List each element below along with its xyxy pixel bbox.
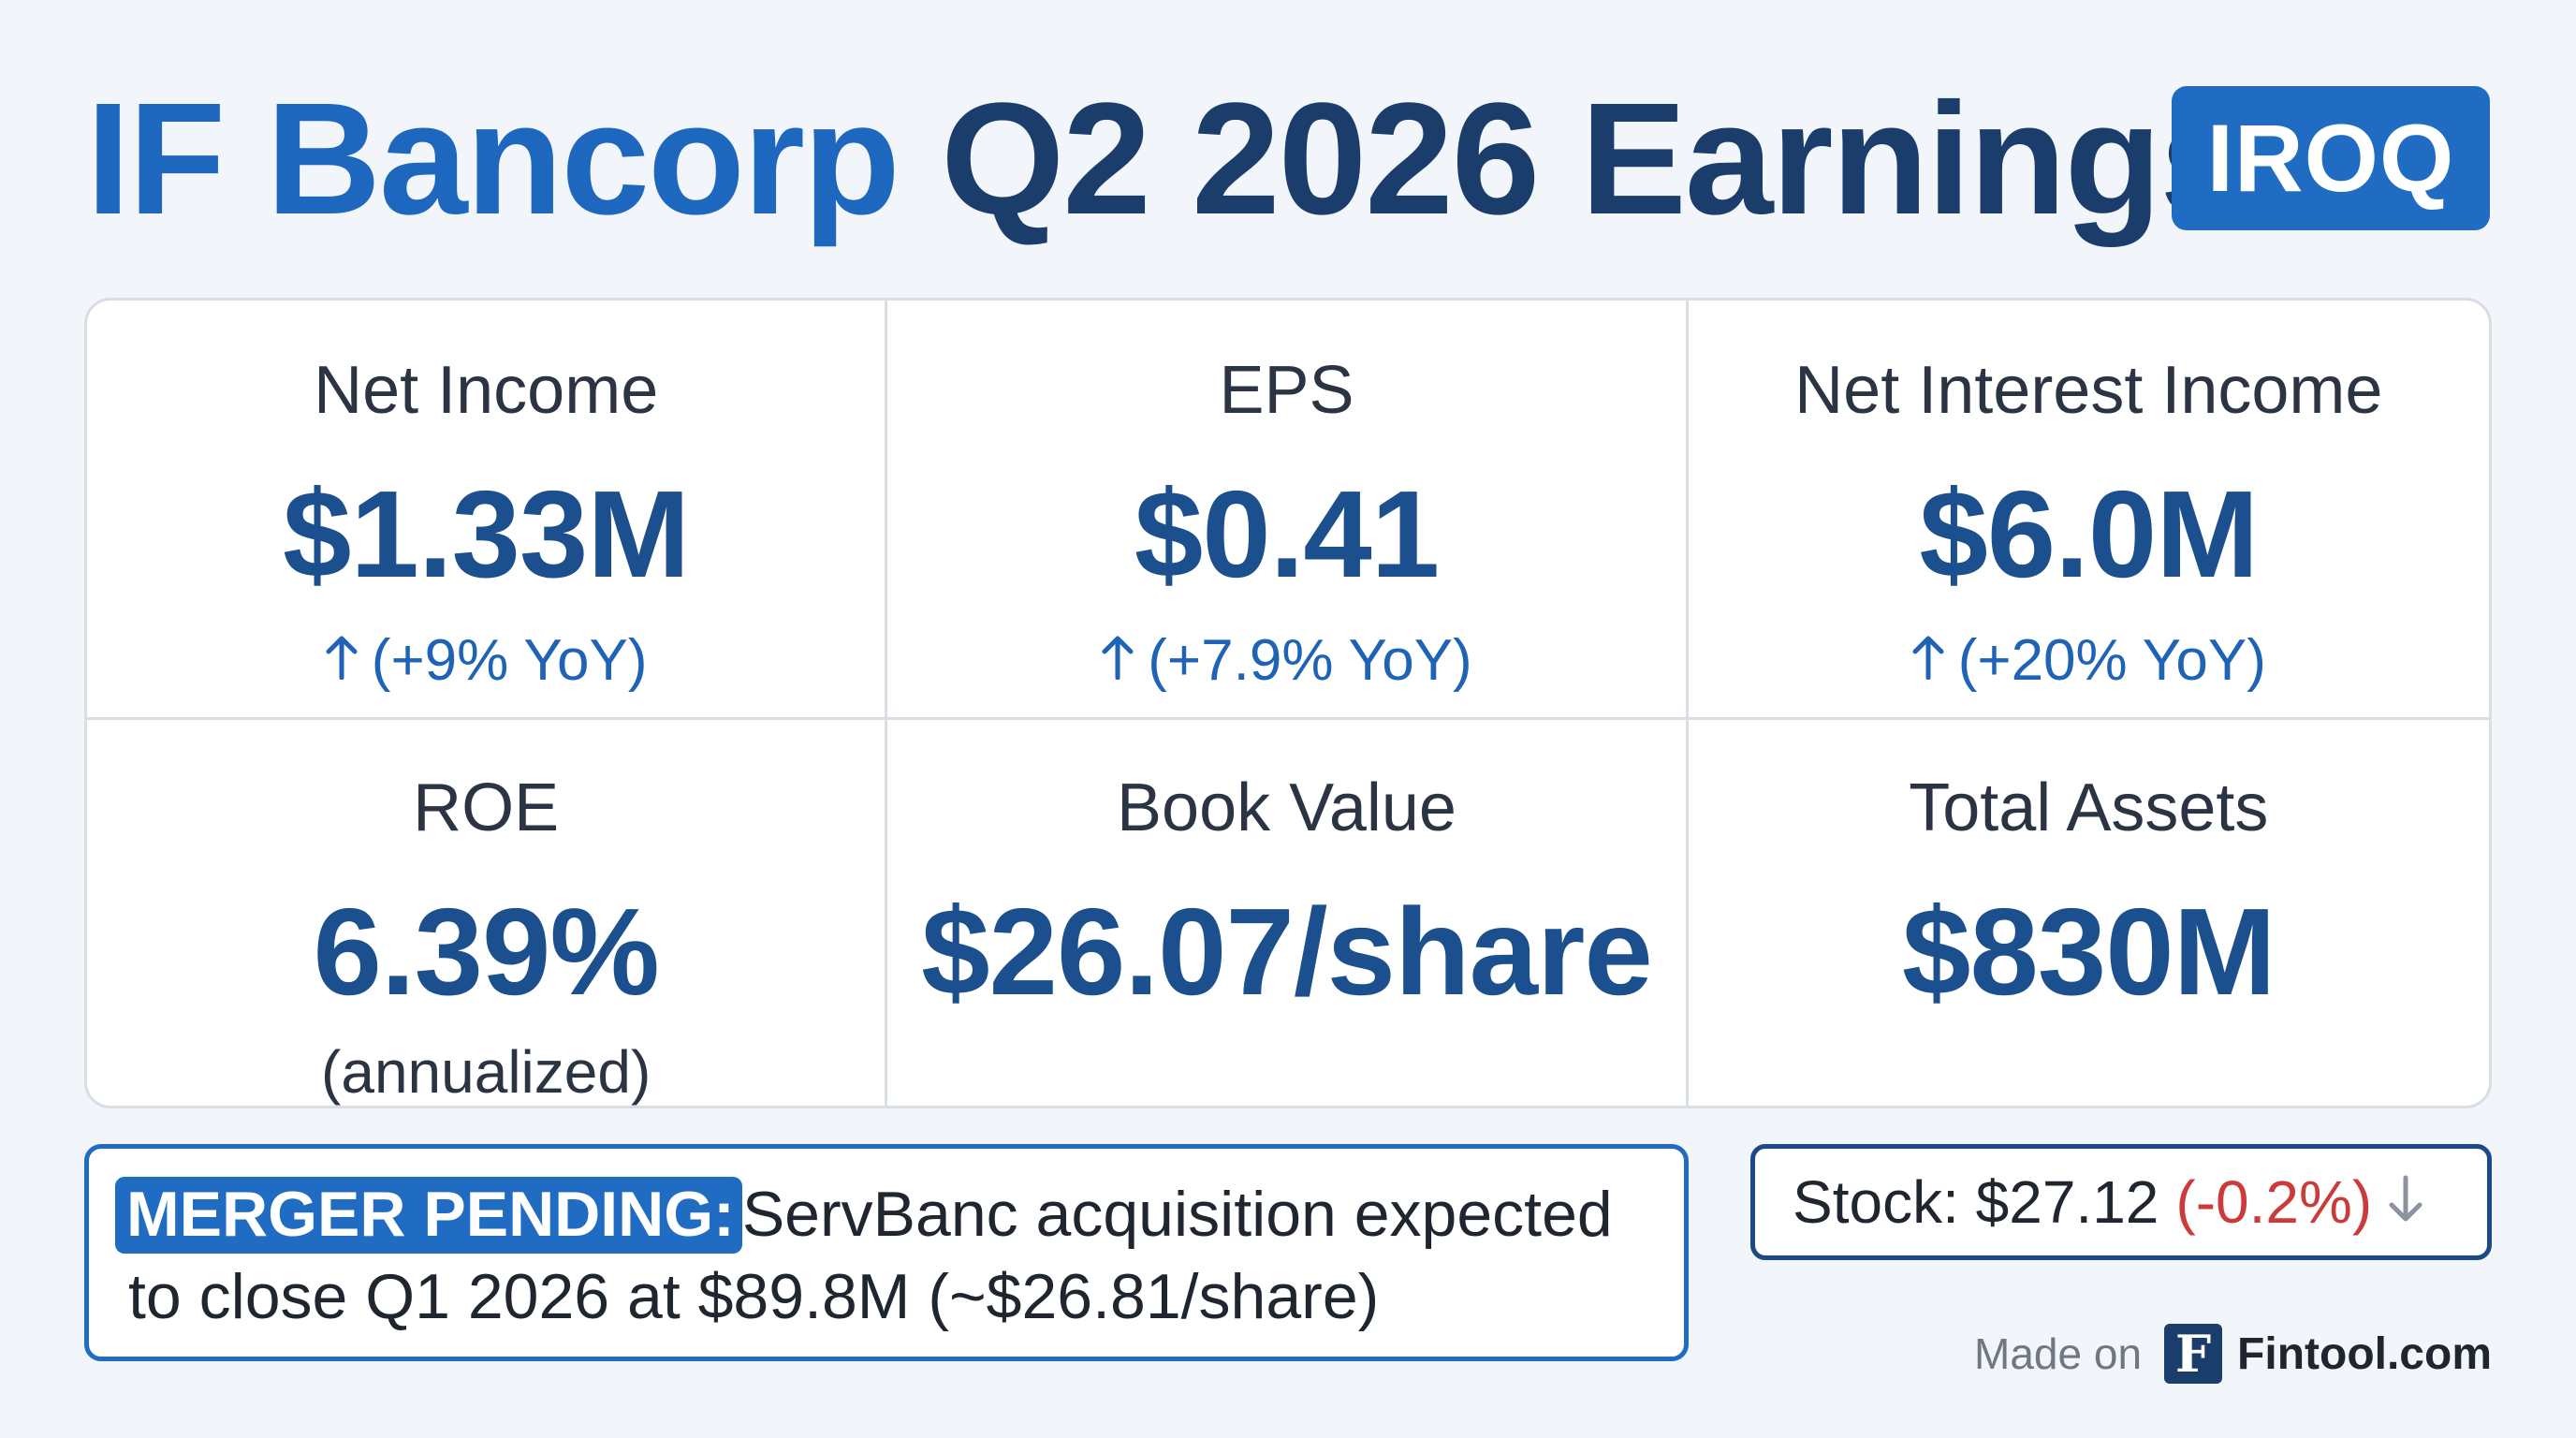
metric-label: Net Interest Income: [1794, 353, 2383, 428]
ticker-badge: IROQ: [2172, 86, 2490, 230]
arrow-up-icon: [325, 632, 359, 690]
metric-label: EPS: [1219, 353, 1354, 428]
footer-attribution: Made on F Fintool.com: [1974, 1320, 2492, 1387]
stock-price: Stock: $27.12: [1793, 1168, 2159, 1236]
fintool-logo-icon: F: [2164, 1324, 2223, 1384]
arrow-up-icon: [1911, 632, 1945, 690]
arrow-up-icon: [1101, 632, 1134, 690]
metric-value: $6.0M: [1919, 465, 2259, 603]
title-row: IF Bancorp Q2 2026 Earnings: [86, 75, 2248, 243]
metric-note: (annualized): [321, 1038, 651, 1106]
stock-price-box: Stock: $27.12 (-0.2%): [1750, 1144, 2492, 1260]
metric-label: ROE: [413, 770, 560, 845]
metric-eps: EPS $0.41 (+7.9% YoY): [887, 301, 1689, 720]
metric-value: $0.41: [1134, 465, 1440, 603]
metric-label: Total Assets: [1909, 770, 2269, 845]
metric-value: $830M: [1902, 883, 2276, 1020]
metric-value: 6.39%: [313, 883, 660, 1020]
merger-pending-tag: MERGER PENDING:: [115, 1177, 742, 1254]
metric-change: (+20% YoY): [1911, 632, 2266, 690]
metric-change: (+7.9% YoY): [1101, 628, 1472, 693]
metric-roe: ROE 6.39% (annualized): [87, 720, 888, 1106]
merger-text-1: ServBanc acquisition expected: [741, 1179, 1613, 1250]
merger-line-1: MERGER PENDING: ServBanc acquisition expe…: [115, 1173, 1656, 1255]
metric-book-value: Book Value $26.07/share: [887, 720, 1689, 1106]
metric-label: Net Income: [314, 353, 659, 428]
metric-value: $1.33M: [283, 465, 690, 603]
footer-brand-link[interactable]: Fintool.com: [2237, 1328, 2492, 1379]
stock-change: (-0.2%): [2175, 1168, 2373, 1236]
page-title: IF Bancorp Q2 2026 Earnings: [86, 80, 2248, 239]
title-company: IF Bancorp: [86, 70, 900, 248]
metric-value: $26.07/share: [921, 883, 1653, 1020]
metric-change-text: (+9% YoY): [371, 628, 648, 693]
metric-change: (+9% YoY): [325, 632, 648, 690]
merger-text-2: to close Q1 2026 at $89.8M (~$26.81/shar…: [128, 1261, 1380, 1332]
footer-made-on: Made on: [1974, 1329, 2143, 1378]
metric-change-text: (+7.9% YoY): [1148, 628, 1472, 693]
metrics-grid: Net Income $1.33M (+9% YoY) EPS $0.41 (+…: [84, 298, 2492, 1108]
metric-net-interest-income: Net Interest Income $6.0M (+20% YoY): [1688, 301, 2489, 720]
metric-label: Book Value: [1117, 770, 1456, 845]
metric-net-income: Net Income $1.33M (+9% YoY): [87, 301, 888, 720]
arrow-down-icon: [2387, 1167, 2424, 1237]
metric-total-assets: Total Assets $830M: [1689, 720, 2489, 1106]
metric-change-text: (+20% YoY): [1957, 628, 2266, 693]
merger-callout: MERGER PENDING: ServBanc acquisition expe…: [84, 1144, 1689, 1361]
title-period: Q2 2026 Earnings: [941, 70, 2248, 248]
